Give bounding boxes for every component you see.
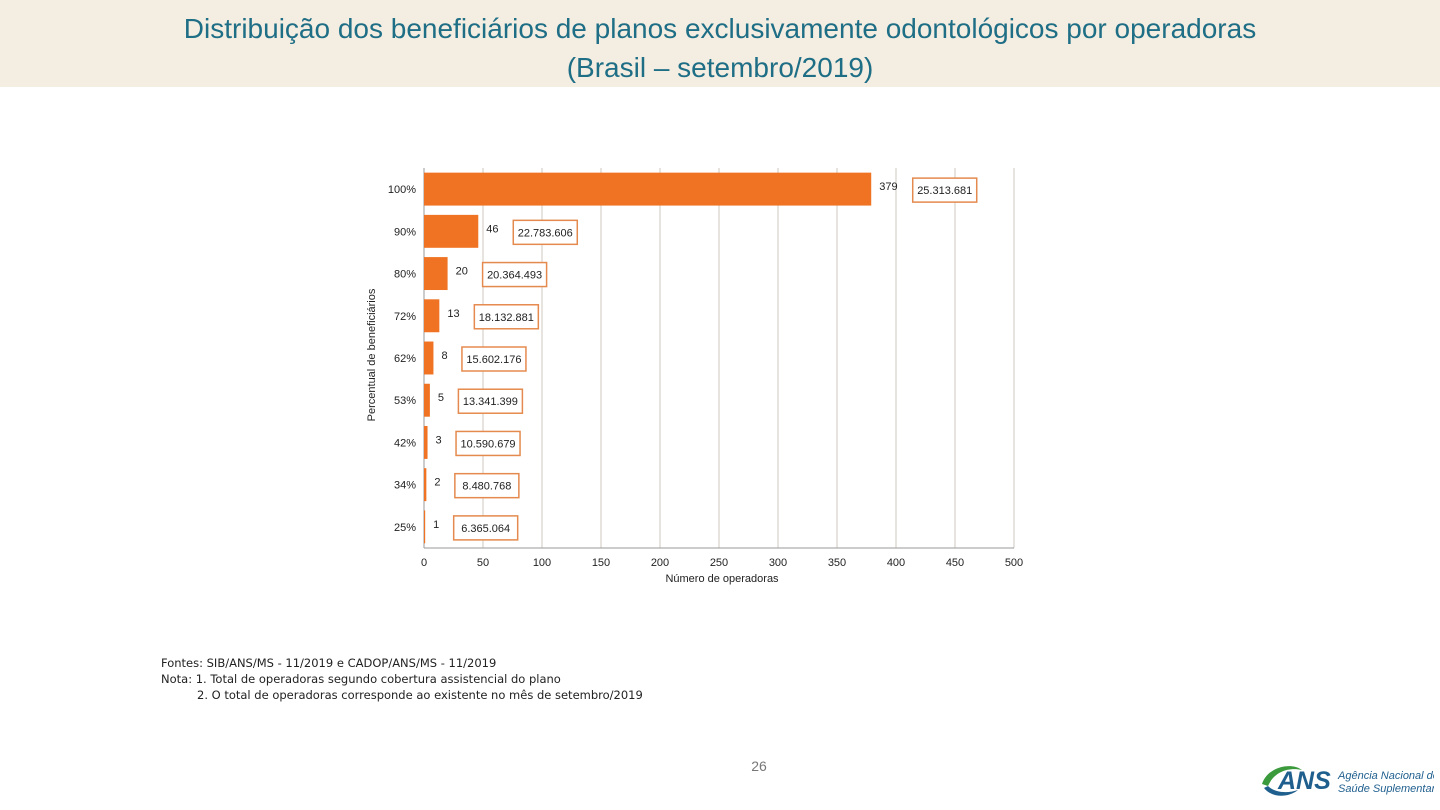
logo-swoosh-icon [1262, 766, 1302, 786]
x-tick-label: 0 [421, 557, 427, 569]
bar [424, 299, 440, 333]
y-category-label: 25% [394, 522, 416, 534]
title-band [0, 0, 1440, 87]
beneficiaries-label: 10.590.679 [461, 438, 516, 450]
beneficiaries-box [911, 177, 978, 203]
y-category-labels: 100% 90% 80% 72% 62% 53% 42% 34% 25% [388, 184, 416, 534]
x-tick-label: 450 [946, 557, 964, 569]
y-category-label: 100% [388, 184, 416, 196]
beneficiaries-label: 18.132.881 [479, 312, 534, 324]
bar [424, 510, 426, 544]
beneficiaries-box [452, 515, 519, 541]
x-tick-label: 50 [477, 557, 489, 569]
beneficiaries-box [454, 472, 520, 499]
beneficiaries-label: 6.365.064 [461, 523, 510, 535]
bar-value-label: 379 [879, 181, 897, 193]
x-tick-label: 400 [887, 557, 905, 569]
bar-value-label: 3 [436, 434, 442, 446]
beneficiaries-box [455, 430, 521, 457]
y-category-label: 62% [394, 353, 416, 365]
logo-wordmark: ANS [1277, 767, 1331, 795]
slide-title: Distribuição dos beneficiários de planos… [0, 9, 1440, 87]
slide-title-line1: Distribuição dos beneficiários de planos… [183, 13, 1257, 44]
y-category-label: 42% [394, 437, 416, 449]
x-tick-label: 500 [1005, 557, 1023, 569]
beneficiaries-box [481, 261, 548, 288]
x-tick-label: 250 [710, 557, 728, 569]
x-tick-label: 100 [533, 557, 551, 569]
x-tick-label: 300 [769, 557, 787, 569]
note-1: Nota: 1. Total de operadoras segundo cob… [161, 672, 561, 686]
beneficiaries-box [473, 304, 540, 330]
logo-line1: Agência Nacional de [1337, 770, 1434, 782]
y-category-label: 80% [394, 269, 416, 281]
bar-value-label: 2 [434, 477, 440, 489]
y-category-label: 34% [394, 480, 416, 492]
bar [424, 425, 428, 459]
x-axis-label: Número de operadoras [665, 573, 779, 585]
y-category-label: 53% [394, 395, 416, 407]
logo-line2: Saúde Suplementar [1338, 783, 1434, 795]
bar [424, 257, 448, 291]
x-tick-label: 350 [828, 557, 846, 569]
bar-value-label: 8 [441, 350, 447, 362]
beneficiaries-label: 25.313.681 [917, 185, 972, 197]
beneficiaries-box [461, 346, 527, 372]
beneficiaries-label: 15.602.176 [466, 354, 521, 366]
page-number: 26 [751, 758, 767, 774]
y-axis-label: Percentual de beneficiários [366, 288, 378, 421]
slide-title-line2: (Brasil – setembro/2019) [566, 52, 874, 83]
bar [424, 468, 427, 502]
source-note: Fontes: SIB/ANS/MS - 11/2019 e CADOP/ANS… [161, 656, 497, 670]
bar [424, 172, 872, 206]
logo-swoosh-lower-icon [1264, 786, 1298, 796]
bar [424, 341, 434, 375]
y-category-label: 72% [394, 311, 416, 323]
footnotes: Fontes: SIB/ANS/MS - 11/2019 e CADOP/ANS… [161, 655, 643, 703]
bar-value-label: 1 [433, 519, 439, 531]
bar-value-label: 20 [456, 266, 468, 278]
bar-value-label: 46 [486, 223, 498, 235]
beneficiaries-box [457, 388, 524, 414]
note-2: 2. O total de operadoras corresponde ao … [197, 688, 643, 702]
bar [424, 383, 430, 417]
ans-logo: ANS Agência Nacional de Saúde Suplementa… [1262, 766, 1434, 796]
bar [424, 214, 479, 248]
beneficiaries-label: 22.783.606 [518, 227, 573, 239]
beneficiaries-label: 13.341.399 [463, 396, 518, 408]
x-tick-label: 150 [592, 557, 610, 569]
beneficiaries-label: 8.480.768 [462, 481, 511, 493]
bar-value-label: 5 [438, 392, 444, 404]
y-category-label: 90% [394, 226, 416, 238]
bar-value-label: 13 [447, 308, 459, 320]
x-tick-label: 200 [651, 557, 669, 569]
beneficiaries-box [512, 219, 579, 246]
beneficiaries-label: 20.364.493 [487, 270, 542, 282]
x-tick-labels: 0 50 100 150 200 250 300 350 400 450 500 [421, 557, 1023, 569]
